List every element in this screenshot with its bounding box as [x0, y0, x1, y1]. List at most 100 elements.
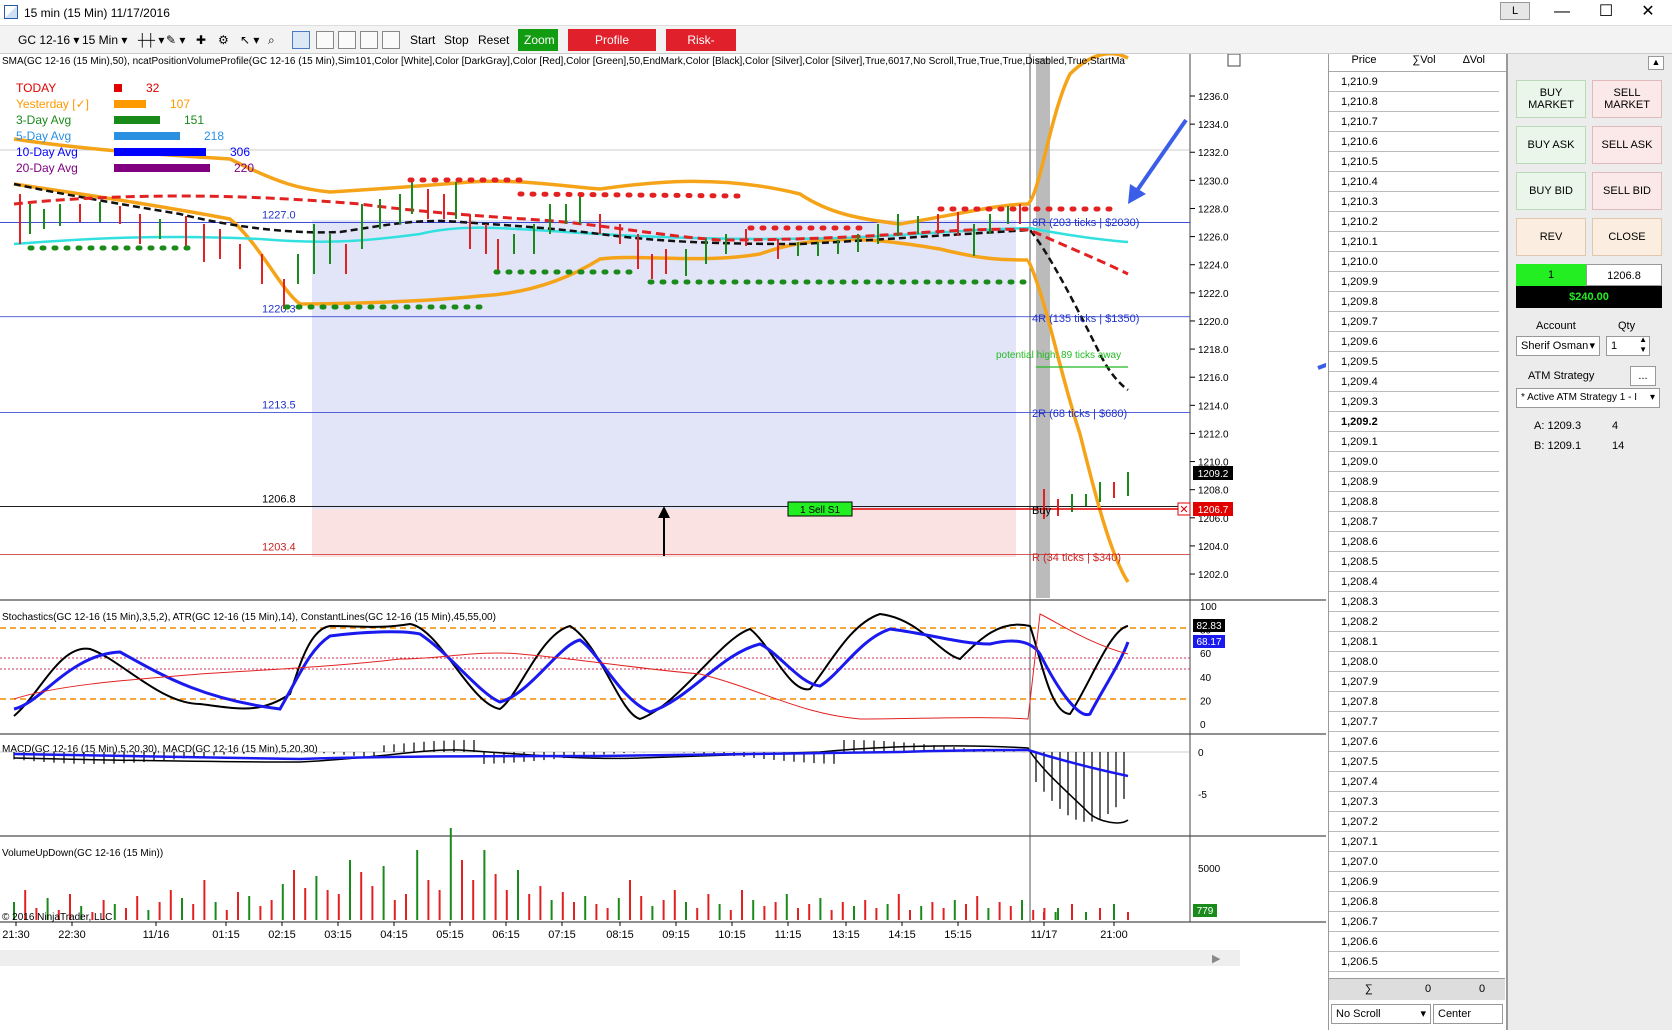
- ladder-price-row[interactable]: 1,206.8: [1329, 892, 1499, 912]
- ladder-price-row[interactable]: 1,206.7: [1329, 912, 1499, 932]
- scroll-right-icon[interactable]: ▶: [1212, 952, 1221, 965]
- ladder-price-row[interactable]: 1,207.0: [1329, 852, 1499, 872]
- ladder-price-row[interactable]: 1,209.0: [1329, 452, 1499, 472]
- cancel-order-icon[interactable]: ✕: [1179, 504, 1188, 516]
- ladder-price-row[interactable]: 1,210.8: [1329, 92, 1499, 112]
- ladder-price-row[interactable]: 1,209.5: [1329, 352, 1499, 372]
- pencil-icon[interactable]: ✎ ▾: [166, 33, 186, 47]
- ladder-price-row[interactable]: 1,207.9: [1329, 672, 1499, 692]
- atm-strategy-label: ATM Strategy: [1528, 370, 1595, 382]
- stop-button[interactable]: Stop: [444, 33, 469, 47]
- ladder-footer: ∑ 0 0: [1329, 978, 1505, 1000]
- ladder-price-row[interactable]: 1,208.2: [1329, 612, 1499, 632]
- position-qty: 1: [1516, 264, 1586, 286]
- profile-flexible-button[interactable]: Profile (Flexible): [568, 29, 656, 69]
- ladder-price-row[interactable]: 1,208.9: [1329, 472, 1499, 492]
- ladder-price-row[interactable]: 1,210.0: [1329, 252, 1499, 272]
- ladder-price-row[interactable]: 1,209.3: [1329, 392, 1499, 412]
- ladder-price-row[interactable]: 1,209.8: [1329, 292, 1499, 312]
- ladder-price-row[interactable]: 1,209.6: [1329, 332, 1499, 352]
- price-tick-label: 1218.0: [1198, 345, 1229, 356]
- sell-bid-button[interactable]: SELL BID: [1592, 172, 1662, 210]
- minimize-button[interactable]: —: [1554, 3, 1570, 20]
- ladder-price-row[interactable]: 1,206.9: [1329, 872, 1499, 892]
- ladder-price-row[interactable]: 1,208.3: [1329, 592, 1499, 612]
- interval-selector[interactable]: 15 Min ▾: [82, 33, 128, 47]
- ladder-price-row[interactable]: 1,206.6: [1329, 932, 1499, 952]
- image-icon[interactable]: [338, 31, 356, 49]
- instrument-selector[interactable]: GC 12-16 ▾: [18, 33, 80, 47]
- strategy-icon[interactable]: ⚙: [218, 33, 229, 47]
- ladder-price-row[interactable]: 1,207.1: [1329, 832, 1499, 852]
- magnifier-icon[interactable]: ⌕: [268, 33, 275, 47]
- ladder-price-row[interactable]: 1,209.9: [1329, 272, 1499, 292]
- maximize-button[interactable]: ☐: [1598, 3, 1614, 20]
- collapse-panel-icon[interactable]: ▲: [1648, 56, 1664, 70]
- add-indicator-icon[interactable]: ✚: [196, 33, 207, 47]
- center-button[interactable]: Center: [1433, 1004, 1503, 1024]
- buy-market-button[interactable]: BUY MARKET: [1516, 80, 1586, 118]
- ladder-price-row[interactable]: 1,208.4: [1329, 572, 1499, 592]
- start-button[interactable]: Start: [410, 33, 436, 47]
- ladder-price-row[interactable]: 1,208.0: [1329, 652, 1499, 672]
- ladder-price-row[interactable]: 1,210.2: [1329, 212, 1499, 232]
- link-badge[interactable]: L: [1500, 2, 1530, 20]
- ladder-price-row[interactable]: 1,207.5: [1329, 752, 1499, 772]
- price-ladder[interactable]: Price ∑Vol ∆Vol 1,210.9 1,210.8 1,210.7 1,2…: [1328, 54, 1506, 1030]
- ladder-price-row[interactable]: 1,207.8: [1329, 692, 1499, 712]
- ladder-price-row[interactable]: 1,207.6: [1329, 732, 1499, 752]
- ladder-price-row[interactable]: 1,210.7: [1329, 112, 1499, 132]
- ladder-price-row[interactable]: 1,208.1: [1329, 632, 1499, 652]
- cursor-icon[interactable]: ↖ ▾: [240, 33, 260, 47]
- ladder-price-row[interactable]: 1,208.7: [1329, 512, 1499, 532]
- time-tick-label: 11/16: [143, 929, 170, 941]
- ladder-price-row[interactable]: 1,208.8: [1329, 492, 1499, 512]
- ladder-price-row[interactable]: 1,208.6: [1329, 532, 1499, 552]
- ladder-price-row[interactable]: 1,209.7: [1329, 312, 1499, 332]
- stoch-tick-label: 20: [1200, 696, 1212, 707]
- buy-bid-button[interactable]: BUY BID: [1516, 172, 1586, 210]
- zoom-button[interactable]: Zoom: [518, 29, 558, 51]
- ladder-price-row[interactable]: 1,209.1: [1329, 432, 1499, 452]
- ladder-price-row[interactable]: 1,206.5: [1329, 952, 1499, 972]
- chart-trader-icon[interactable]: [292, 31, 310, 49]
- ladder-price-row[interactable]: 1,209.4: [1329, 372, 1499, 392]
- reset-button[interactable]: Reset: [478, 33, 510, 47]
- ladder-price-row[interactable]: 1,210.4: [1329, 172, 1499, 192]
- chart-style-icon[interactable]: [382, 31, 400, 49]
- time-tick-label: 21:30: [2, 929, 30, 941]
- account-select[interactable]: Sherif Osman ▾: [1516, 336, 1600, 356]
- ladder-price-row[interactable]: 1,207.2: [1329, 812, 1499, 832]
- atm-more-button[interactable]: ...: [1630, 366, 1656, 386]
- risk-reward-button[interactable]: Risk-Reward: [666, 29, 736, 69]
- close-window-button[interactable]: ✕: [1641, 3, 1655, 20]
- sell-market-button[interactable]: SELL MARKET: [1592, 80, 1662, 118]
- legend-bar: [114, 84, 122, 92]
- ladder-price-row[interactable]: 1,207.7: [1329, 712, 1499, 732]
- ladder-price-row[interactable]: 1,209.2: [1329, 412, 1499, 432]
- ladder-price-row[interactable]: 1,210.9: [1329, 72, 1499, 92]
- qty-stepper[interactable]: 1 ▲ ▼: [1606, 335, 1650, 356]
- time-tick-label: 13:15: [832, 929, 860, 941]
- ladder-price-row[interactable]: 1,208.5: [1329, 552, 1499, 572]
- sell-order-label[interactable]: 1 Sell S1: [800, 505, 840, 516]
- ladder-price-row[interactable]: 1,210.5: [1329, 152, 1499, 172]
- buy-ask-button[interactable]: BUY ASK: [1516, 126, 1586, 164]
- ladder-price-row[interactable]: 1,210.3: [1329, 192, 1499, 212]
- reverse-button[interactable]: REV: [1516, 218, 1586, 256]
- data-box-icon[interactable]: [316, 31, 334, 49]
- ladder-price-row[interactable]: 1,207.4: [1329, 772, 1499, 792]
- ladder-price-row[interactable]: 1,210.6: [1329, 132, 1499, 152]
- stepper-arrows-icon[interactable]: ▲ ▼: [1639, 335, 1647, 354]
- atm-strategy-select[interactable]: * Active ATM Strategy 1 - I ▾: [1516, 388, 1660, 408]
- sell-ask-button[interactable]: SELL ASK: [1592, 126, 1662, 164]
- close-position-button[interactable]: CLOSE: [1592, 218, 1662, 256]
- properties-icon[interactable]: [360, 31, 378, 49]
- title-bar: 15 min (15 Min) 11/17/2016 L — ☐ ✕: [0, 0, 1672, 26]
- ladder-rows[interactable]: 1,210.9 1,210.8 1,210.7 1,210.6 1,210.5 1,210…: [1329, 72, 1506, 972]
- ladder-price-row[interactable]: 1,210.1: [1329, 232, 1499, 252]
- bar-type-icon[interactable]: ┼┼ ▾: [138, 33, 165, 47]
- scroll-mode-select[interactable]: No Scroll ▾: [1331, 1004, 1431, 1024]
- ladder-price-row[interactable]: 1,207.3: [1329, 792, 1499, 812]
